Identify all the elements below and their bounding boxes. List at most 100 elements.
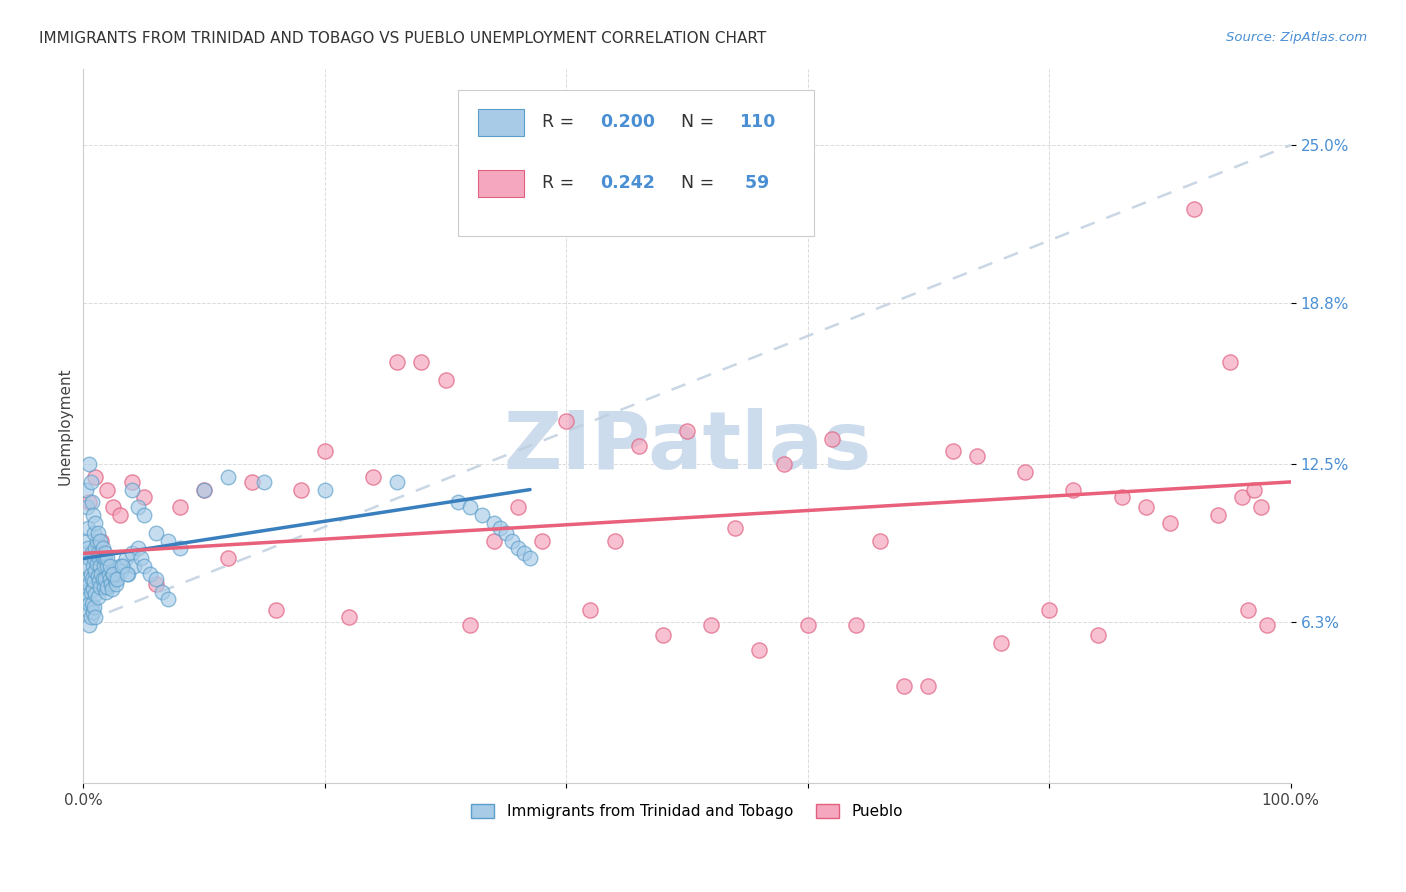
Point xyxy=(411,355,433,369)
Point xyxy=(98,559,121,574)
Point xyxy=(79,577,101,591)
Point xyxy=(1135,500,1157,515)
Point xyxy=(87,551,110,566)
Point xyxy=(156,592,179,607)
Point xyxy=(627,439,650,453)
Point xyxy=(651,628,673,642)
Point xyxy=(80,598,103,612)
Point xyxy=(80,572,103,586)
Point xyxy=(83,525,105,540)
Point xyxy=(797,617,820,632)
Point xyxy=(77,521,100,535)
Point xyxy=(84,587,107,601)
Point xyxy=(129,551,152,566)
Point xyxy=(169,541,191,556)
Text: 110: 110 xyxy=(740,113,775,131)
Text: N =: N = xyxy=(681,113,720,131)
Point xyxy=(869,533,891,548)
Point xyxy=(83,599,105,614)
Point xyxy=(138,566,160,581)
Point xyxy=(108,559,131,574)
Point xyxy=(80,546,103,560)
Point xyxy=(150,584,173,599)
Point xyxy=(114,551,136,566)
FancyBboxPatch shape xyxy=(457,90,814,236)
Point xyxy=(75,546,97,560)
Point xyxy=(387,355,409,369)
Point xyxy=(1256,617,1278,632)
Point xyxy=(89,580,111,594)
Point xyxy=(748,643,770,657)
Point xyxy=(93,580,115,594)
Point xyxy=(434,373,457,387)
Point xyxy=(112,559,135,574)
Point xyxy=(1111,490,1133,504)
Text: Source: ZipAtlas.com: Source: ZipAtlas.com xyxy=(1226,31,1367,45)
Point xyxy=(519,551,541,566)
Point xyxy=(1219,355,1241,369)
Point xyxy=(458,500,481,515)
Point xyxy=(82,582,104,596)
Point xyxy=(77,602,100,616)
Point xyxy=(966,450,988,464)
Point xyxy=(266,602,288,616)
Point xyxy=(772,457,794,471)
Point xyxy=(676,424,699,438)
Point xyxy=(79,584,101,599)
Point xyxy=(75,483,97,497)
Point xyxy=(79,551,101,566)
Point xyxy=(115,566,138,581)
Point xyxy=(79,457,101,471)
Point xyxy=(84,610,107,624)
Point xyxy=(132,490,155,504)
Point xyxy=(482,516,505,530)
Point xyxy=(104,577,127,591)
Text: R =: R = xyxy=(543,113,579,131)
Text: 0.242: 0.242 xyxy=(600,174,655,192)
Point xyxy=(87,590,110,604)
Point xyxy=(89,559,111,574)
Point xyxy=(253,475,276,489)
Point xyxy=(96,551,118,566)
Point xyxy=(821,432,844,446)
Legend: Immigrants from Trinidad and Tobago, Pueblo: Immigrants from Trinidad and Tobago, Pue… xyxy=(465,797,908,825)
Point xyxy=(79,610,101,624)
Point xyxy=(145,525,167,540)
Point xyxy=(104,572,127,586)
Text: R =: R = xyxy=(543,174,579,192)
Point xyxy=(1038,602,1060,616)
Point xyxy=(1062,483,1084,497)
Point xyxy=(82,508,104,522)
Point xyxy=(145,577,167,591)
Point xyxy=(97,566,120,581)
Point xyxy=(193,483,215,497)
Point xyxy=(82,559,104,574)
Point xyxy=(76,500,98,515)
Point xyxy=(91,541,114,556)
Point xyxy=(555,414,578,428)
Point xyxy=(506,541,529,556)
Point xyxy=(361,470,384,484)
Point xyxy=(91,572,114,586)
Point xyxy=(579,602,602,616)
Point xyxy=(76,592,98,607)
Point xyxy=(314,444,336,458)
Point xyxy=(101,582,124,596)
Point xyxy=(91,551,114,566)
Point xyxy=(84,564,107,578)
Point xyxy=(501,533,523,548)
Point xyxy=(489,521,512,535)
Point xyxy=(1243,483,1265,497)
Point xyxy=(240,475,263,489)
Point xyxy=(77,572,100,586)
Y-axis label: Unemployment: Unemployment xyxy=(58,367,72,484)
Point xyxy=(84,470,107,484)
Point xyxy=(990,636,1012,650)
Point xyxy=(531,533,554,548)
Point xyxy=(446,495,468,509)
Point xyxy=(193,483,215,497)
Point xyxy=(82,605,104,619)
Point xyxy=(77,541,100,556)
FancyBboxPatch shape xyxy=(478,109,524,136)
FancyBboxPatch shape xyxy=(478,170,524,197)
